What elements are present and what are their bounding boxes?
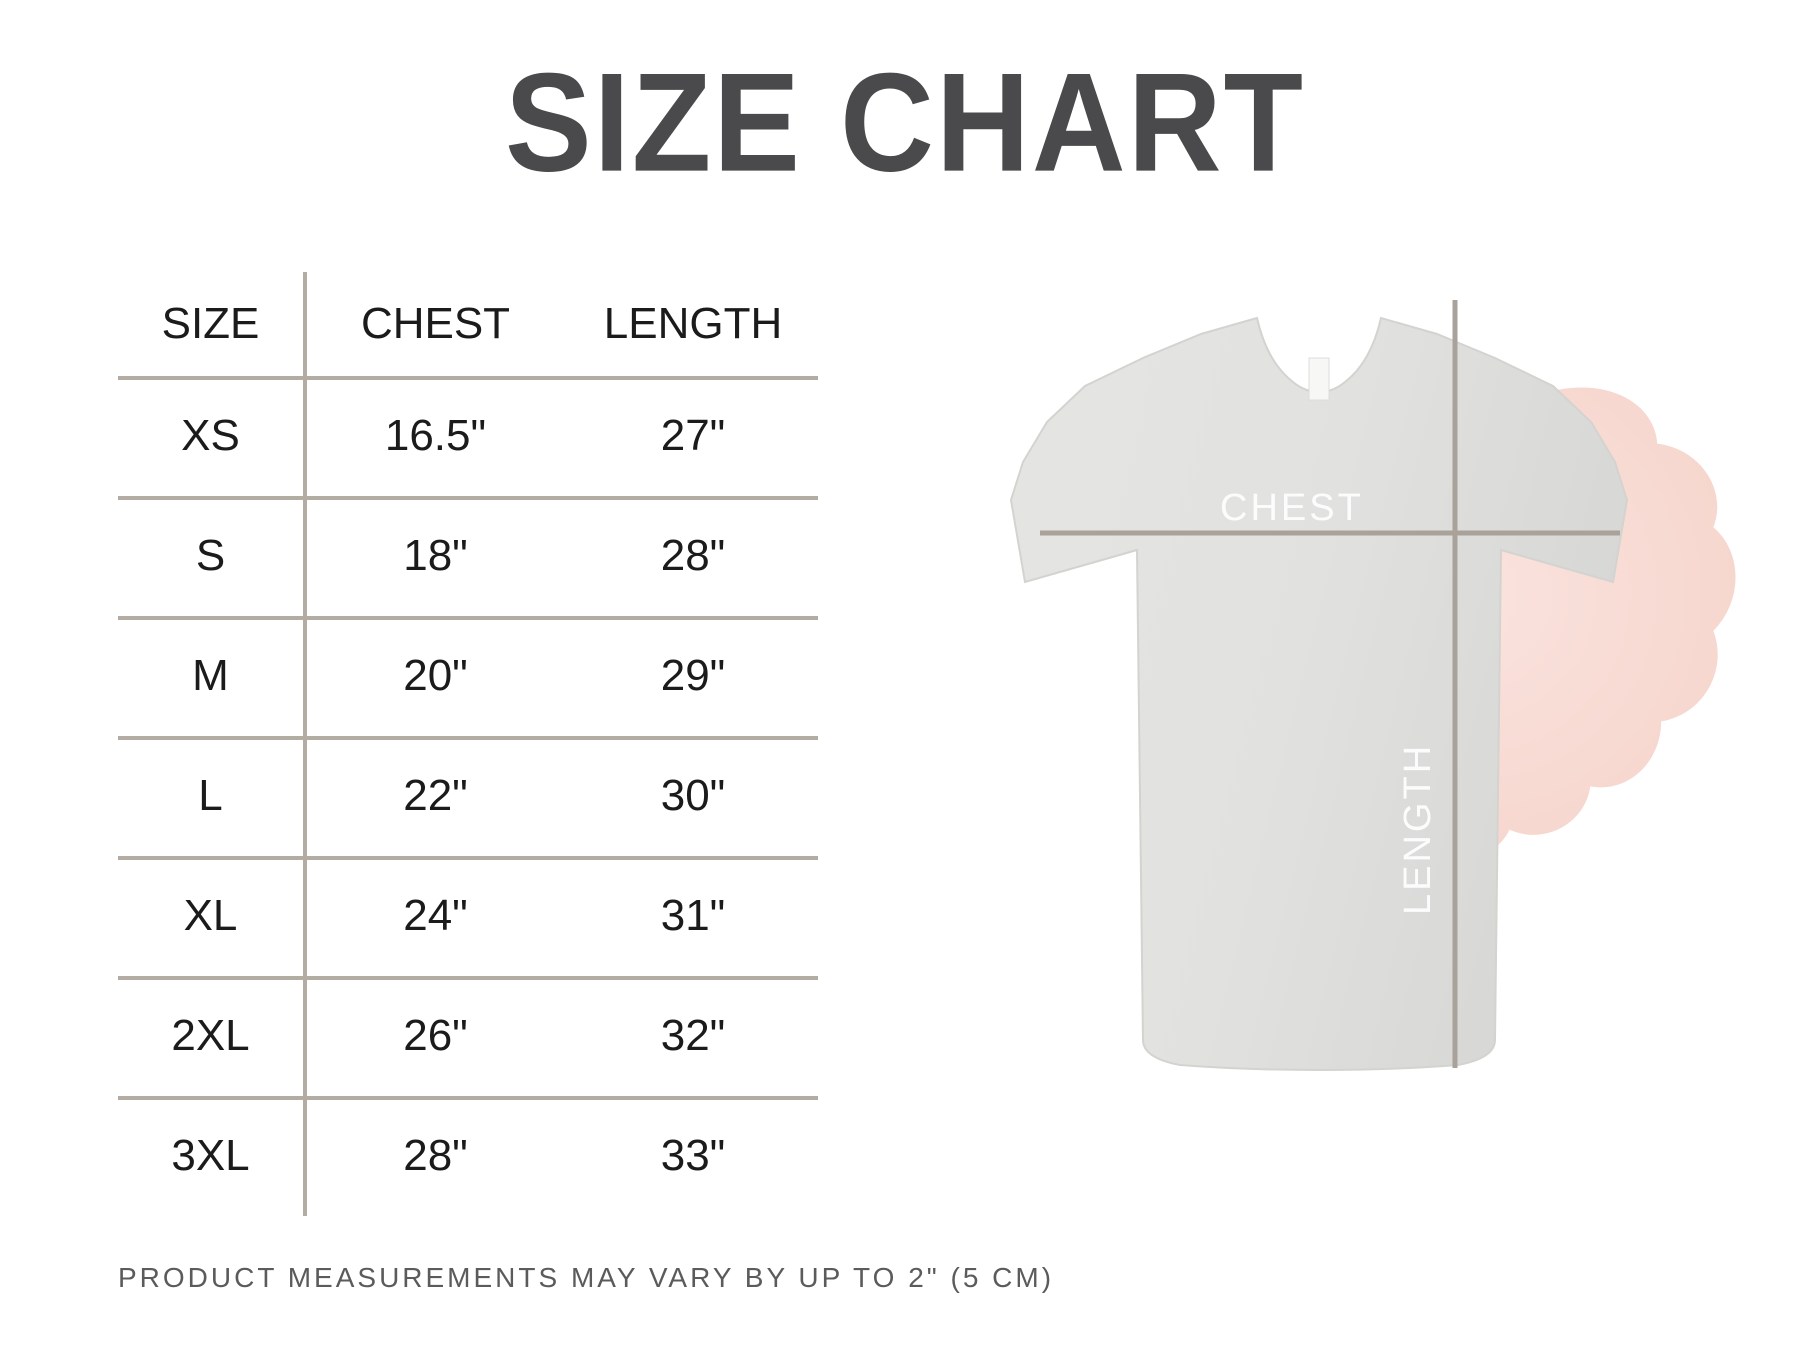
- svg-text:LENGTH: LENGTH: [1397, 743, 1439, 915]
- svg-text:CHEST: CHEST: [1220, 487, 1364, 529]
